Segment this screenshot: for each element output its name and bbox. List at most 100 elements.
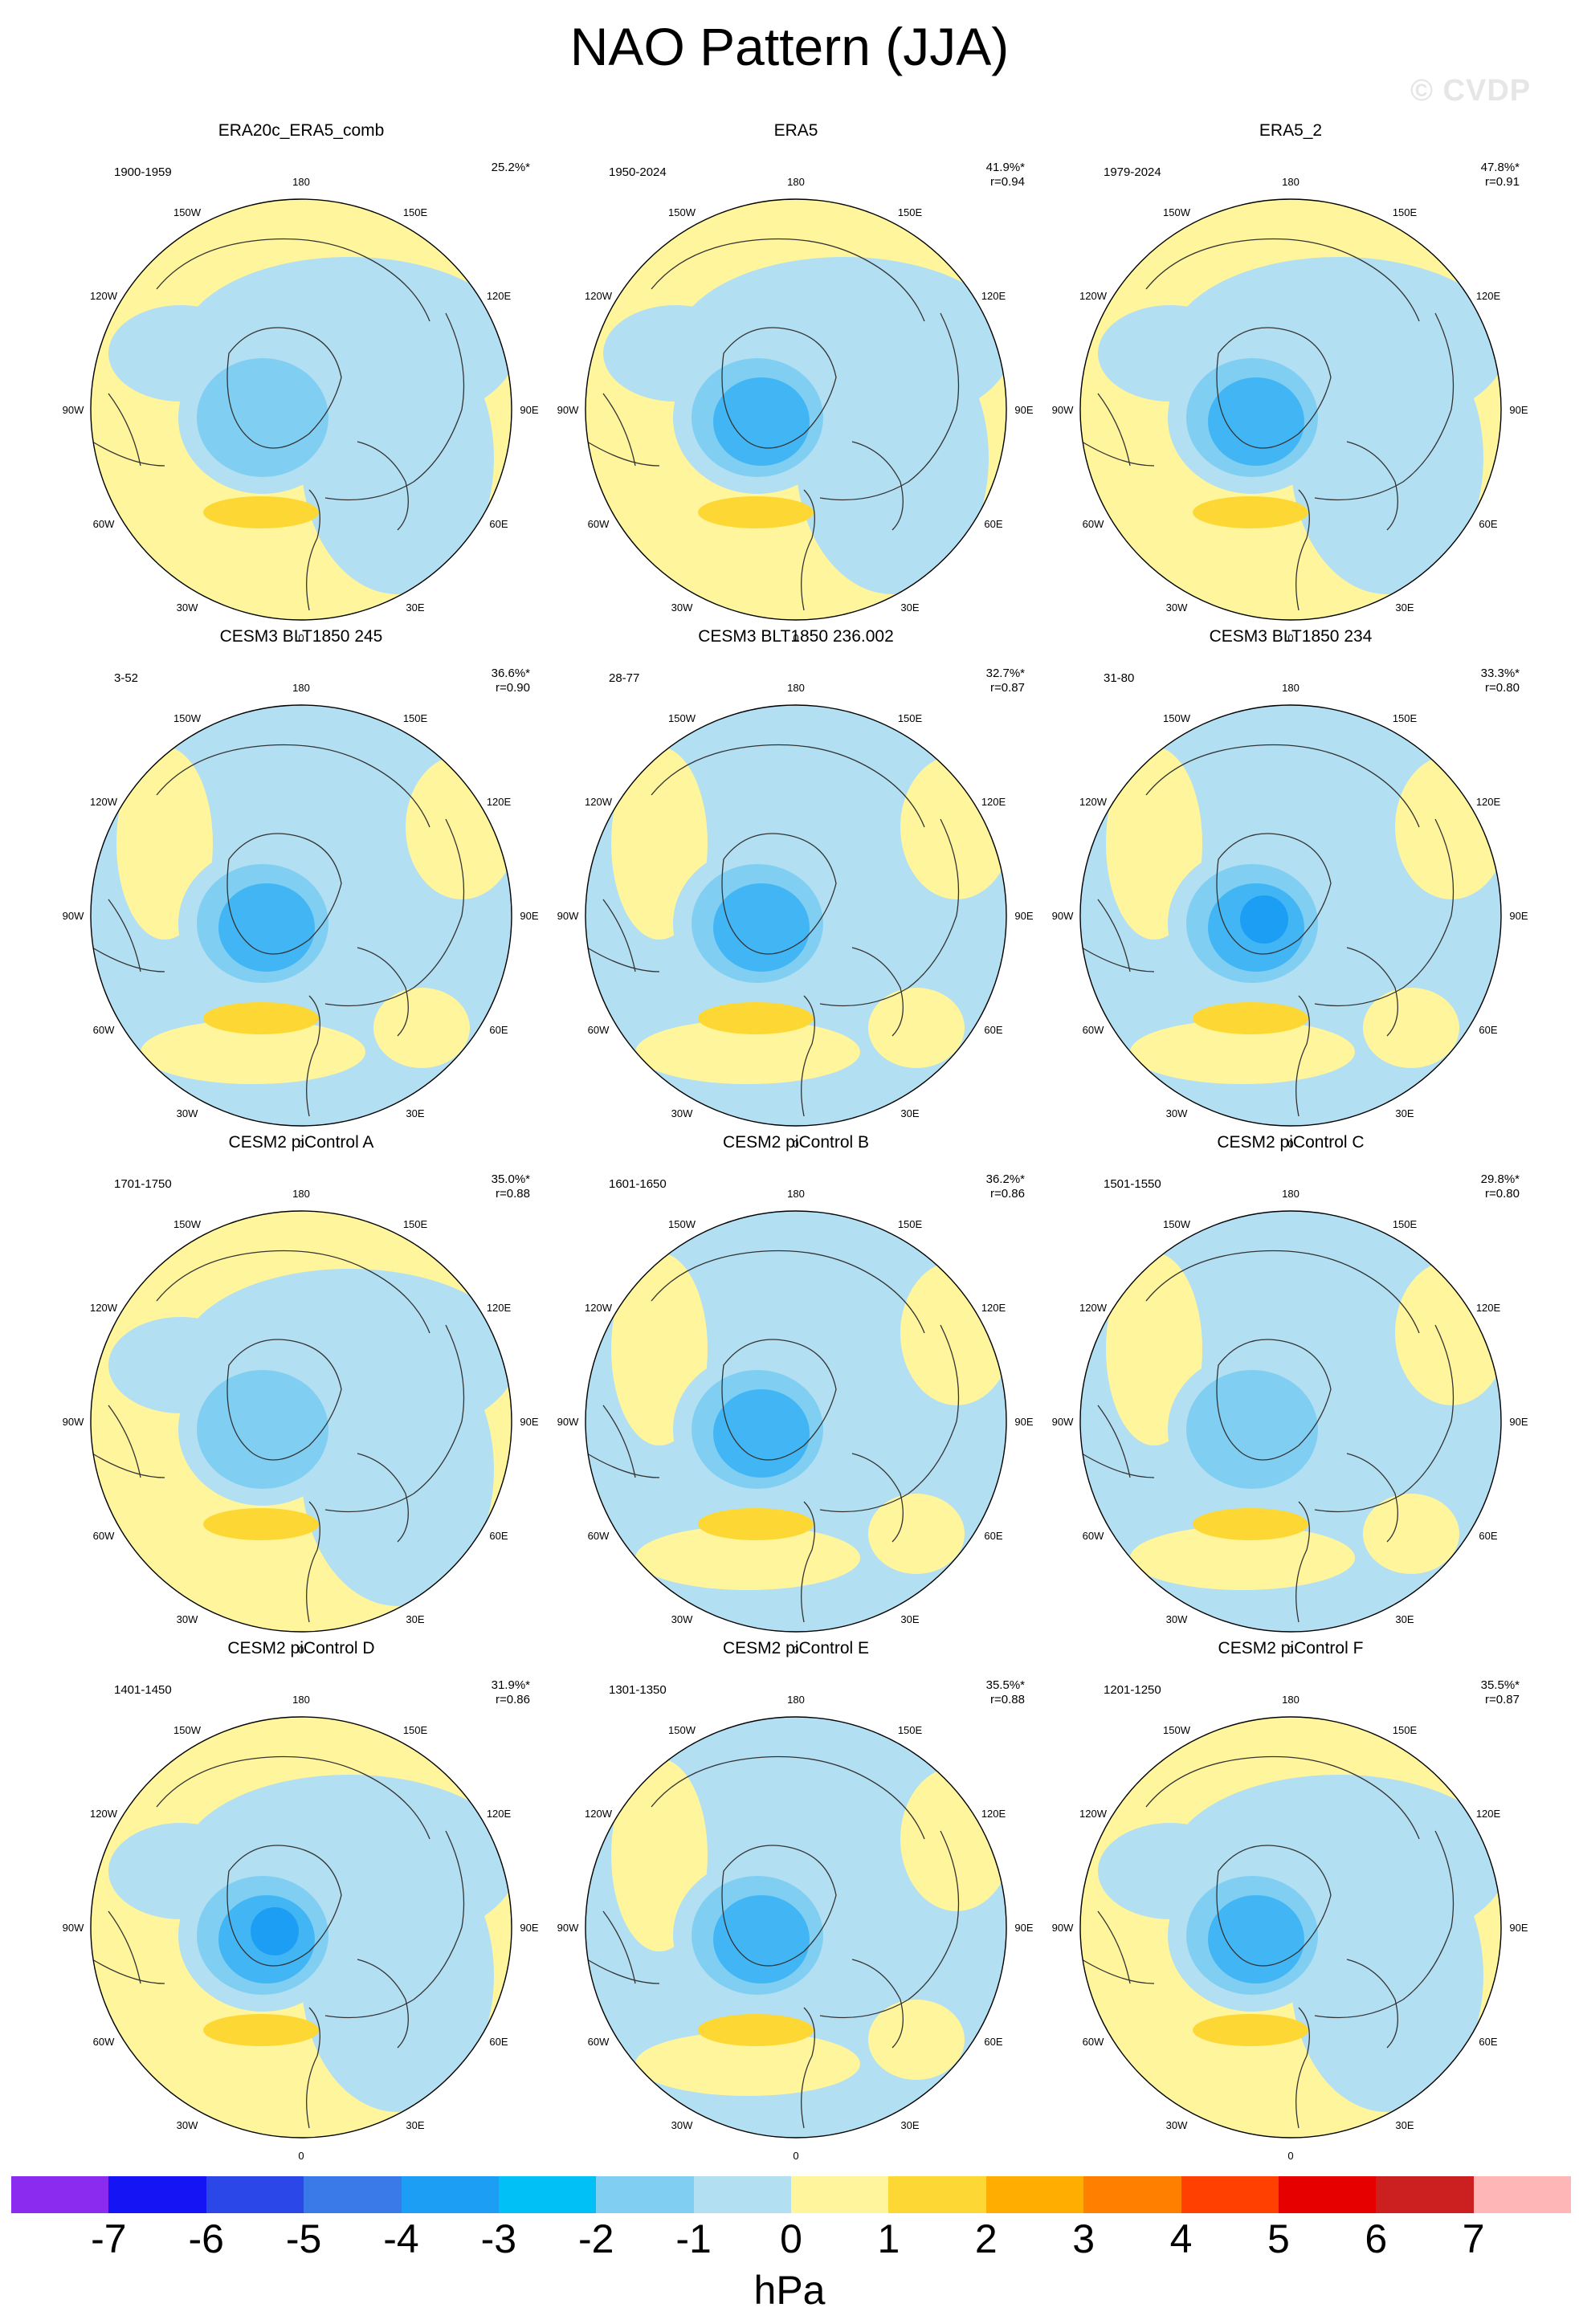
variance-explained: 32.7%* [985, 667, 1025, 680]
coastline [1216, 327, 1332, 449]
variance-explained: 35.0%* [491, 1172, 530, 1186]
longitude-label: 150W [1163, 1724, 1191, 1736]
coastline [156, 1755, 430, 1840]
longitude-label: 90W [557, 1416, 579, 1428]
anomaly-region [373, 988, 470, 1068]
coastline [721, 833, 837, 955]
colorbar-swatch [304, 2176, 402, 2213]
longitude-label: 120E [487, 1302, 512, 1314]
longitude-label: 120E [981, 796, 1006, 808]
panel-period: 1401-1450 [114, 1683, 172, 1697]
longitude-label: 180 [1282, 1188, 1300, 1200]
panel-stats: 29.8%* r=0.80 [1439, 1172, 1520, 1201]
colorbar-swatch [1181, 2176, 1279, 2213]
longitude-label: 30E [406, 1107, 424, 1119]
longitude-label: 180 [787, 1694, 805, 1706]
longitude-label: 0 [1287, 1644, 1293, 1656]
longitude-label: 0 [793, 2150, 798, 2162]
longitude-label: 120E [487, 796, 512, 808]
map-panel: CESM2 piControl B 1601-1650 36.2%* r=0.86 18… [543, 1132, 1049, 1656]
longitude-label: 0 [298, 1644, 304, 1656]
positive-center [203, 1002, 319, 1034]
figure-title: NAO Pattern (JJA) [569, 17, 1010, 76]
longitude-label: 180 [1282, 1694, 1300, 1706]
longitude-label: 150W [668, 712, 696, 724]
panel-period: 1950-2024 [609, 165, 667, 179]
coastline [851, 947, 904, 1037]
negative-center-contour [1208, 1895, 1304, 1984]
longitude-label: 120W [585, 796, 613, 808]
longitude-label: 90E [1509, 1416, 1528, 1428]
coastline [92, 899, 165, 972]
longitude-label: 30W [671, 2119, 693, 2131]
longitude-label: 150W [173, 1218, 202, 1230]
polar-map: 180 150E 120E 90E 60E 30E 0 30W 60W 90W 120W 150W [557, 1694, 1034, 2162]
colorbar-tick-label: 0 [780, 2216, 802, 2261]
longitude-label: 30E [406, 601, 424, 614]
polar-map: 180 150E 120E 90E 60E 30E 0 30W 60W 90W 120W 150W [63, 682, 539, 1150]
coastline [92, 393, 165, 467]
pattern-correlation: r=0.87 [990, 681, 1025, 695]
coastline [1081, 899, 1155, 972]
longitude-label: 120W [585, 1808, 613, 1820]
map-border [90, 198, 512, 621]
map-border [585, 704, 1007, 1127]
longitude-label: 120W [90, 796, 118, 808]
longitude-label: 60W [588, 2036, 610, 2048]
longitude-label: 120E [981, 1302, 1006, 1314]
variance-explained: 33.3%* [1480, 667, 1520, 680]
variance-explained: 41.9%* [985, 161, 1025, 174]
longitude-label: 60E [984, 2036, 1002, 2048]
panel-stats: 41.9%* r=0.94 [945, 161, 1025, 190]
coastline [1081, 393, 1155, 467]
panel-title: ERA20c_ERA5_comb [218, 121, 385, 140]
coastline [1145, 1250, 1420, 1334]
longitude-label: 30E [1395, 601, 1414, 614]
longitude-label: 0 [793, 1644, 798, 1656]
coastline [357, 947, 409, 1037]
panel-stats: 35.5%* r=0.88 [945, 1678, 1025, 1707]
coastline [306, 1324, 465, 1623]
longitude-label: 150E [403, 206, 428, 218]
anomaly-region [868, 2000, 965, 2080]
panel-title: CESM3 BLT1850 234 [1209, 627, 1373, 646]
longitude-label: 150W [668, 1724, 696, 1736]
coastline [226, 1339, 342, 1461]
longitude-label: 120W [90, 1808, 118, 1820]
map-panel: CESM2 piControl D 1401-1450 31.9%* r=0.86 18… [48, 1638, 554, 2162]
polar-map: 180 150E 120E 90E 60E 30E 0 30W 60W 90W 120W 150W [1052, 176, 1528, 644]
map-border [585, 198, 1007, 621]
positive-center [203, 2014, 319, 2046]
positive-center [1193, 1002, 1308, 1034]
variance-explained: 36.2%* [985, 1172, 1025, 1186]
longitude-label: 60E [1479, 2036, 1497, 2048]
longitude-label: 30W [177, 1107, 198, 1119]
colorbar-swatch [1278, 2176, 1377, 2213]
coastline [1295, 312, 1455, 611]
longitude-label: 60W [588, 518, 610, 530]
longitude-label: 0 [793, 632, 798, 644]
longitude-label: 150E [1393, 1218, 1418, 1230]
anomaly-region [1395, 755, 1501, 899]
panel-stats: 35.5%* r=0.87 [1439, 1678, 1520, 1707]
longitude-label: 30E [1395, 1107, 1414, 1119]
coastline [1346, 1959, 1398, 2049]
longitude-label: 60W [93, 1530, 115, 1542]
longitude-label: 90E [1509, 1922, 1528, 1934]
coastline [306, 1830, 465, 2129]
longitude-label: 180 [292, 1188, 310, 1200]
longitude-label: 30W [1166, 2119, 1188, 2131]
coastline [1216, 1339, 1332, 1461]
longitude-label: 180 [787, 1188, 805, 1200]
colorbar-swatch [11, 2176, 109, 2213]
longitude-label: 180 [292, 682, 310, 694]
longitude-label: 180 [1282, 176, 1300, 188]
positive-center [698, 1002, 814, 1034]
longitude-label: 90E [1014, 404, 1033, 416]
longitude-label: 30W [1166, 601, 1188, 614]
coastline [851, 1959, 904, 2049]
negative-center-contour [1208, 377, 1304, 466]
negative-center-contour [251, 1907, 299, 1955]
map-panel: CESM2 piControl C 1501-1550 29.8%* r=0.80 18… [1038, 1132, 1544, 1656]
anomaly-region [1291, 321, 1483, 594]
